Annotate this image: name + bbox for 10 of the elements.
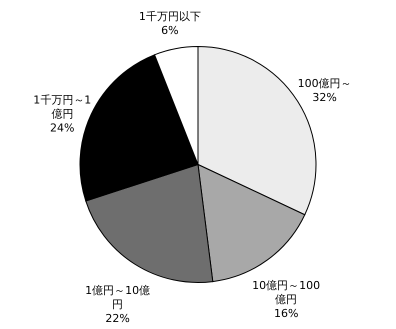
slice-label: 10億円～100億円: [252, 278, 320, 306]
slice-label: 100億円～: [298, 77, 352, 90]
data-label: 32%: [312, 91, 337, 104]
data-label: 16%: [274, 306, 298, 320]
slice-label: 1千万円～1億円: [33, 94, 92, 121]
data-label: 24%: [50, 122, 75, 135]
data-label: 6%: [161, 24, 179, 38]
slice-label: 1億円～10億円: [85, 284, 150, 312]
data-label: 22%: [105, 312, 130, 326]
slice-label: 1千万円以下: [138, 10, 201, 24]
